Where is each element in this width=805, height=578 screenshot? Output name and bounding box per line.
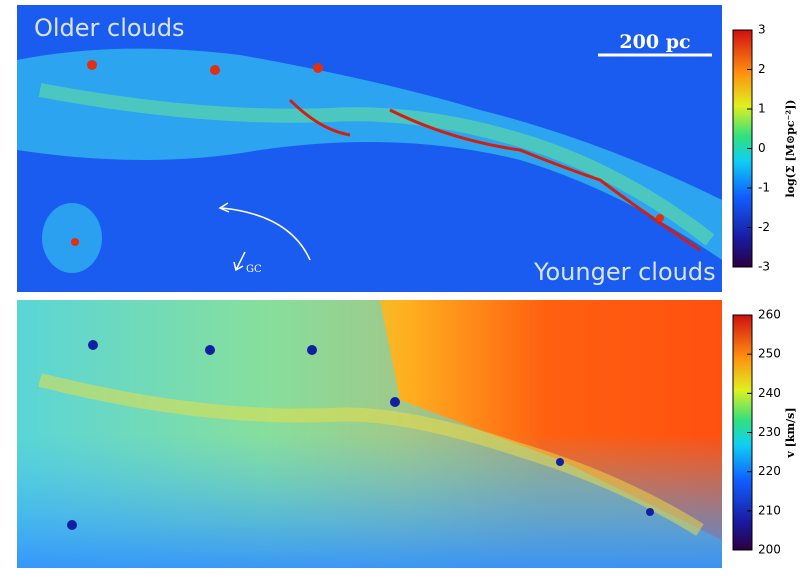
velocity-map: [17, 300, 722, 568]
tick-label: 220: [758, 464, 781, 478]
tick-label: -2: [758, 220, 770, 234]
label-younger: Younger clouds: [533, 258, 716, 286]
tick-label: 200: [758, 543, 781, 557]
density-map: Older clouds Younger clouds GC 200 pc: [17, 5, 722, 292]
tick-label: 1: [758, 102, 766, 116]
tick-label: 260: [758, 308, 781, 322]
label-older: Older clouds: [34, 14, 185, 42]
tick-label: 230: [758, 425, 781, 439]
tick-label: 3: [758, 23, 766, 37]
tick-label: 2: [758, 62, 766, 76]
colorbar-label: v [km/s]: [784, 407, 797, 458]
tick-label: 0: [758, 141, 766, 155]
tick-label: -3: [758, 260, 770, 274]
tick-label: 240: [758, 386, 781, 400]
label-gc: GC: [246, 264, 262, 275]
colorbar-label: log(Σ [M⊙pc⁻²]): [784, 99, 797, 197]
tick-label: 250: [758, 347, 781, 361]
figure: Older clouds Younger clouds GC 200 pc 3 2…: [0, 0, 805, 578]
tick-label: 210: [758, 503, 781, 517]
tick-label: -1: [758, 181, 770, 195]
scale-bar-label: 200 pc: [619, 31, 690, 53]
